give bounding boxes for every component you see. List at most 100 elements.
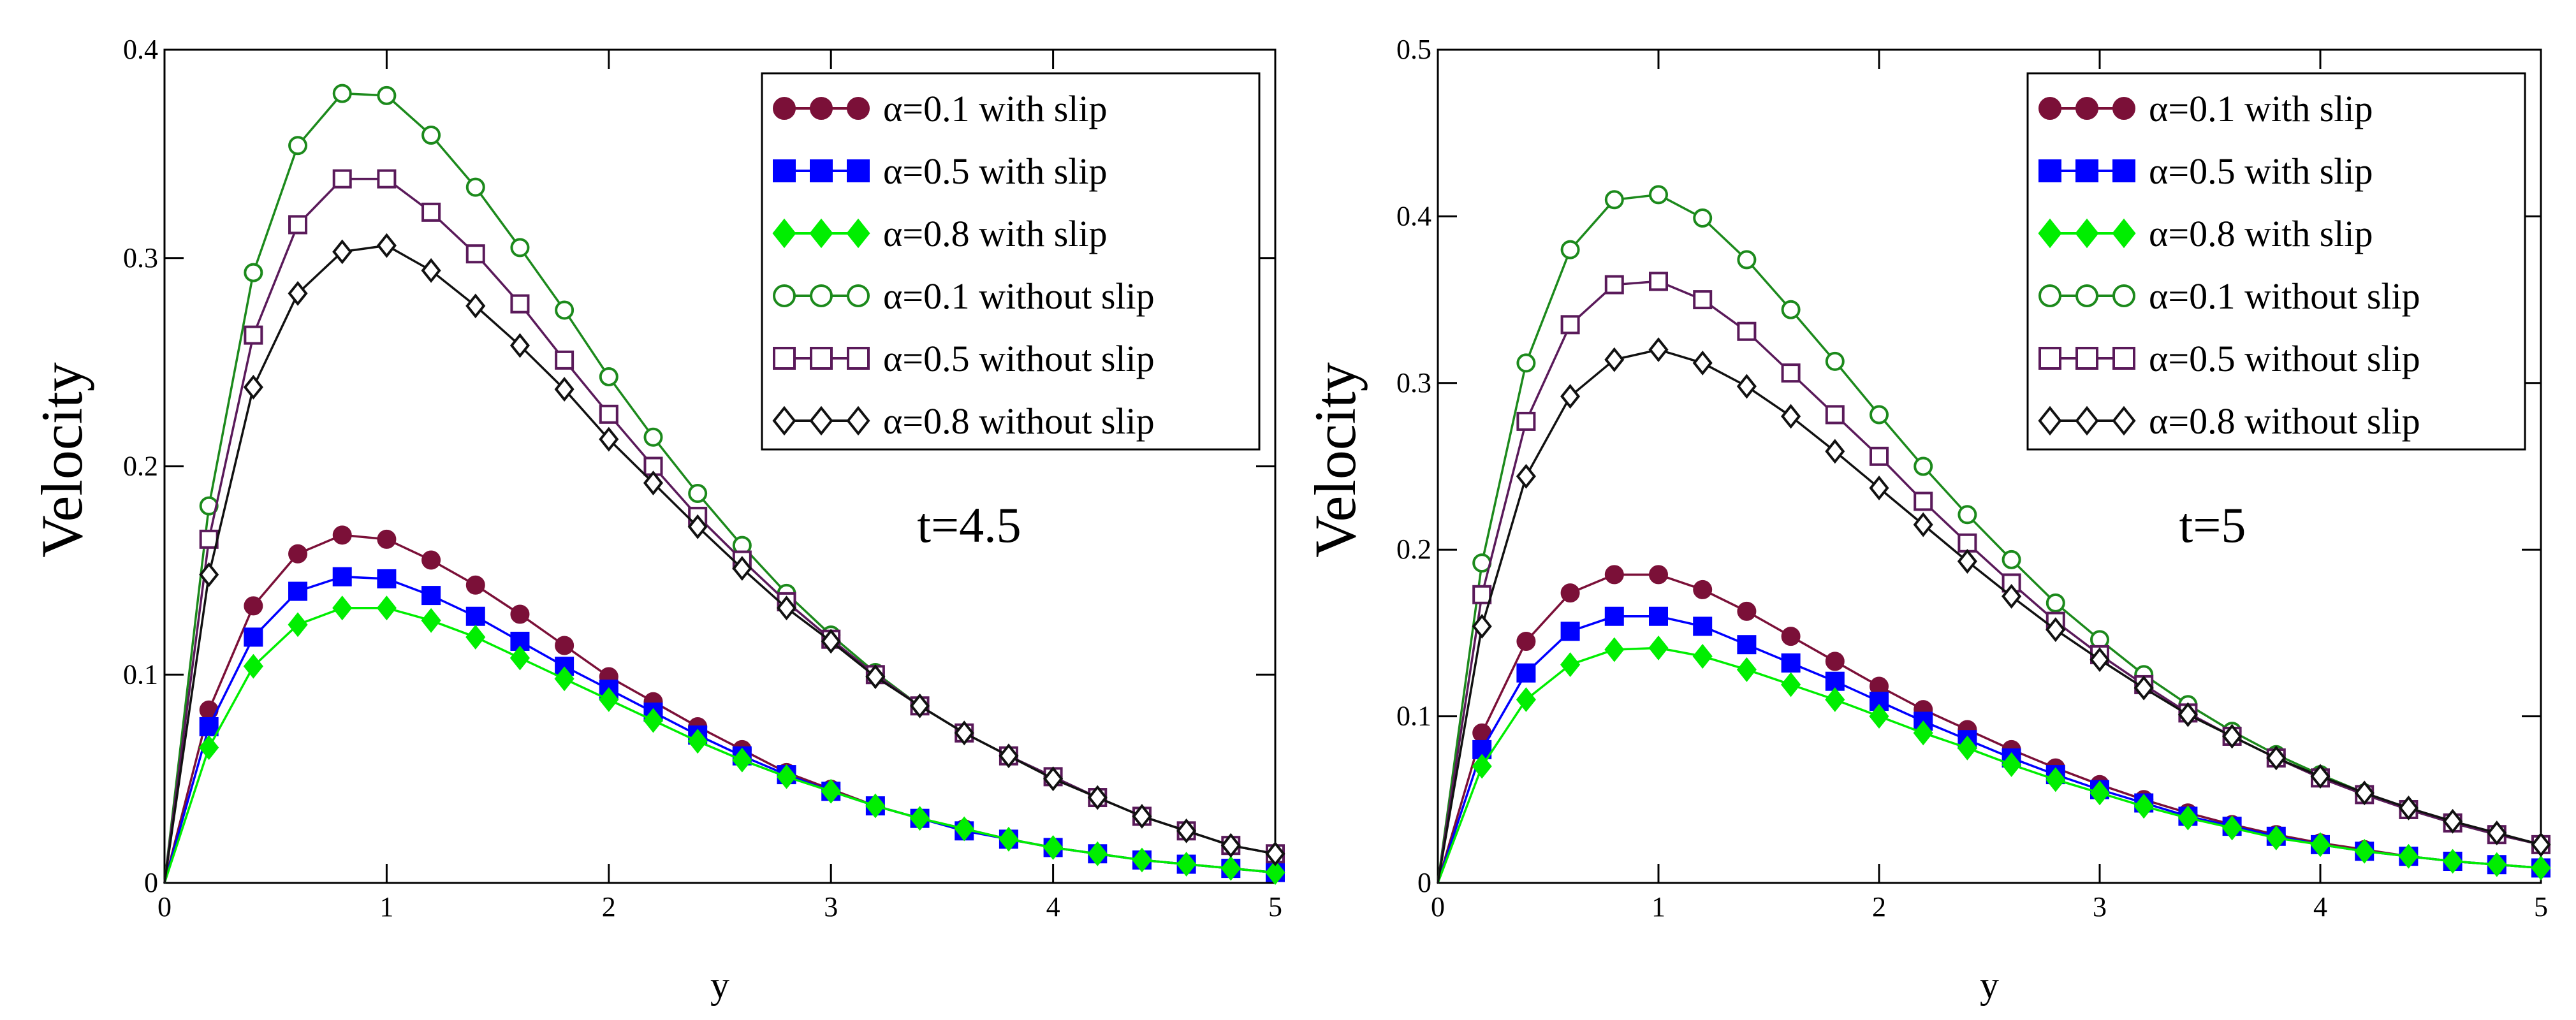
- data-point: [2487, 852, 2507, 877]
- data-point: [1870, 446, 1889, 466]
- data-point: [1693, 290, 1713, 310]
- data-point: [332, 525, 352, 545]
- legend-marker: [809, 405, 833, 436]
- legend-marker: [2075, 347, 2098, 370]
- data-point: [1825, 405, 1845, 425]
- data-point: [1825, 652, 1845, 671]
- data-point: [1516, 663, 1536, 683]
- y-tick-label: 0.3: [1396, 367, 1431, 398]
- data-point: [465, 575, 485, 595]
- data-point: [465, 244, 485, 264]
- legend: α=0.1 with slip α=0.5 with slip α=0.8 with…: [2026, 72, 2526, 451]
- data-point: [555, 657, 574, 676]
- data-point: [688, 483, 708, 503]
- data-point: [2133, 794, 2154, 819]
- data-point: [776, 595, 797, 621]
- legend-marker: [846, 218, 870, 249]
- data-point: [1693, 208, 1713, 228]
- legend-marker: [810, 159, 833, 182]
- y-tick-label: 0: [1417, 867, 1431, 898]
- data-point: [1560, 315, 1580, 335]
- data-point: [421, 586, 441, 606]
- x-tick-label: 5: [1268, 891, 1282, 922]
- data-point: [510, 294, 530, 314]
- y-tick-label: 0: [144, 867, 158, 898]
- data-point: [1516, 687, 1536, 712]
- data-point: [1737, 321, 1757, 341]
- legend-marker: [2038, 284, 2061, 307]
- data-point: [1132, 803, 1152, 829]
- time-annotation: t=4.5: [917, 497, 1021, 553]
- legend-marker: [810, 347, 833, 370]
- data-point: [1781, 653, 1801, 673]
- series-1: [1437, 565, 2550, 884]
- data-point: [1604, 190, 1624, 210]
- data-point: [643, 427, 663, 447]
- x-tick-label: 5: [2534, 891, 2548, 922]
- series-line: [163, 534, 1276, 884]
- x-tick-label: 3: [2093, 891, 2107, 922]
- legend-item: α=0.8 with slip: [2038, 213, 2373, 254]
- data-point: [1914, 492, 1933, 511]
- data-point: [1516, 411, 1536, 431]
- y-tick-label: 0.4: [123, 34, 158, 65]
- data-point: [288, 612, 308, 638]
- data-point: [555, 350, 574, 370]
- legend-marker: [772, 405, 796, 436]
- legend-marker: [773, 97, 796, 120]
- data-point: [1736, 374, 1757, 399]
- data-point: [1781, 672, 1801, 697]
- data-point: [1693, 579, 1713, 599]
- legend-marker: [847, 159, 870, 182]
- y-axis-label: Velocity: [29, 362, 94, 558]
- data-point: [1737, 635, 1757, 655]
- data-point: [2443, 849, 2463, 874]
- legend-label: α=0.1 with slip: [2149, 88, 2373, 129]
- legend-item: α=0.8 without slip: [2038, 400, 2420, 442]
- data-point: [1604, 637, 1625, 662]
- data-point: [599, 367, 618, 386]
- data-point: [1472, 613, 1492, 639]
- legend-marker: [847, 347, 870, 370]
- data-point: [1958, 505, 1977, 525]
- x-tick-label: 4: [1046, 891, 1060, 922]
- data-point: [1560, 240, 1580, 259]
- series-2: [163, 567, 1285, 884]
- legend-label: α=0.5 with slip: [883, 150, 1108, 192]
- data-point: [2002, 550, 2021, 569]
- data-point: [999, 826, 1019, 852]
- data-point: [421, 202, 441, 222]
- data-point: [2398, 843, 2419, 869]
- data-point: [2354, 780, 2375, 806]
- legend-label: α=0.5 without slip: [2149, 338, 2420, 379]
- data-point: [377, 529, 397, 549]
- legend-marker: [2038, 347, 2061, 370]
- x-tick-label: 0: [157, 891, 172, 922]
- data-point: [509, 645, 531, 671]
- legend-marker: [2112, 218, 2136, 249]
- x-tick-label: 4: [2313, 891, 2327, 922]
- data-point: [2398, 795, 2419, 820]
- legend-label: α=0.8 with slip: [2149, 213, 2373, 254]
- data-point: [555, 300, 574, 320]
- data-point: [1649, 565, 1668, 585]
- legend-marker: [809, 218, 833, 249]
- legend-marker: [847, 97, 870, 120]
- data-point: [1176, 818, 1197, 843]
- data-point: [555, 636, 574, 655]
- data-point: [732, 556, 752, 581]
- legend-marker: [772, 218, 796, 249]
- data-point: [643, 708, 664, 733]
- legend-marker: [2075, 405, 2099, 436]
- data-point: [465, 177, 485, 197]
- legend-marker: [773, 159, 796, 182]
- series-line: [1437, 615, 2542, 884]
- legend-marker: [773, 347, 796, 370]
- series-6: [1437, 337, 2551, 884]
- data-point: [510, 238, 530, 258]
- data-point: [1913, 720, 1933, 746]
- data-point: [1781, 404, 1801, 429]
- data-point: [1869, 704, 1889, 729]
- data-point: [1604, 275, 1624, 295]
- data-point: [2310, 832, 2331, 857]
